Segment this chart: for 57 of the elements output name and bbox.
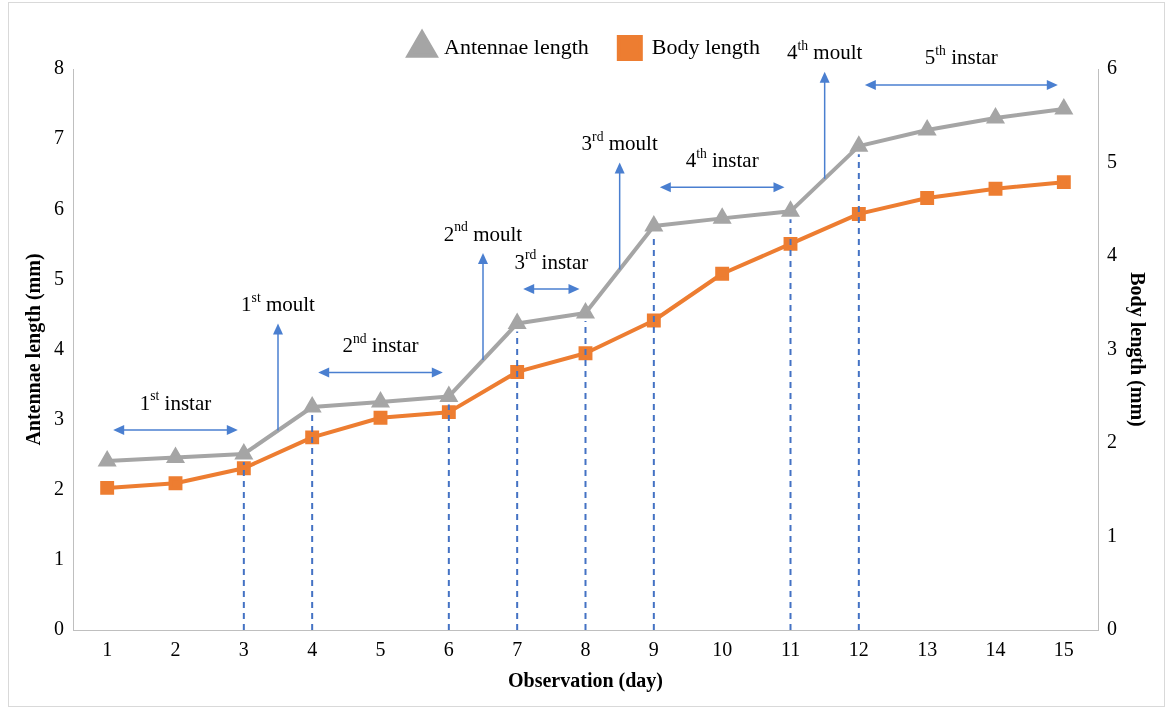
x-tick-label: 10 — [712, 638, 733, 661]
point — [100, 480, 115, 495]
y-tick-label: 6 — [54, 196, 64, 219]
x-tick-label: 6 — [443, 638, 454, 661]
x-tick-label: 2 — [170, 638, 181, 661]
y2-tick-label: 6 — [1107, 56, 1117, 79]
x-tick-label: 14 — [985, 638, 1006, 661]
y-tick-label: 2 — [54, 477, 64, 499]
point — [987, 109, 1004, 124]
point — [850, 137, 867, 152]
x-tick-label: 3 — [238, 638, 249, 661]
y-tick-label: 4 — [54, 336, 64, 359]
x-tick-label: 12 — [848, 638, 869, 661]
x-tick-label: 4 — [307, 638, 318, 661]
point — [235, 444, 252, 460]
x-tick-label: 11 — [780, 638, 801, 661]
point — [1056, 175, 1071, 190]
legend-label: Antennae length — [444, 33, 589, 59]
point — [99, 452, 116, 467]
y-axis-title: Antennae length (mm) — [22, 253, 46, 446]
y-tick-label: 8 — [54, 56, 64, 79]
point — [645, 217, 662, 232]
point — [919, 121, 936, 136]
legend-label: Body length — [651, 33, 760, 59]
point — [782, 202, 799, 217]
point — [715, 266, 730, 281]
point — [167, 448, 184, 463]
point — [1055, 99, 1072, 115]
x-tick-label: 7 — [512, 638, 523, 661]
y2-axis-title: Body length (mm) — [1125, 272, 1149, 427]
point — [373, 410, 388, 425]
y2-tick-label: 5 — [1107, 149, 1117, 172]
y2-tick-label: 3 — [1107, 336, 1117, 359]
y2-tick-label: 1 — [1107, 523, 1117, 546]
y2-tick-label: 0 — [1107, 617, 1117, 640]
y-tick-label: 5 — [54, 266, 64, 289]
y2-tick-label: 4 — [1107, 243, 1117, 266]
x-tick-label: 1 — [102, 638, 113, 661]
x-tick-label: 15 — [1053, 638, 1074, 661]
point — [920, 191, 935, 205]
point — [714, 209, 731, 224]
y-tick-label: 0 — [54, 617, 64, 640]
y-tick-label: 3 — [54, 406, 64, 429]
point — [988, 181, 1003, 196]
x-tick-label: 9 — [648, 638, 659, 661]
point — [372, 393, 389, 408]
point — [304, 398, 321, 413]
y-tick-label: 1 — [54, 547, 64, 570]
x-tick-label: 5 — [375, 638, 386, 661]
y2-tick-label: 2 — [1107, 430, 1117, 453]
point — [440, 387, 457, 402]
point — [577, 304, 594, 319]
x-tick-label: 8 — [580, 638, 591, 661]
y-tick-label: 7 — [54, 126, 64, 149]
x-tick-label: 13 — [917, 638, 938, 661]
point — [168, 476, 183, 491]
x-axis-title: Observation (day) — [508, 669, 663, 693]
